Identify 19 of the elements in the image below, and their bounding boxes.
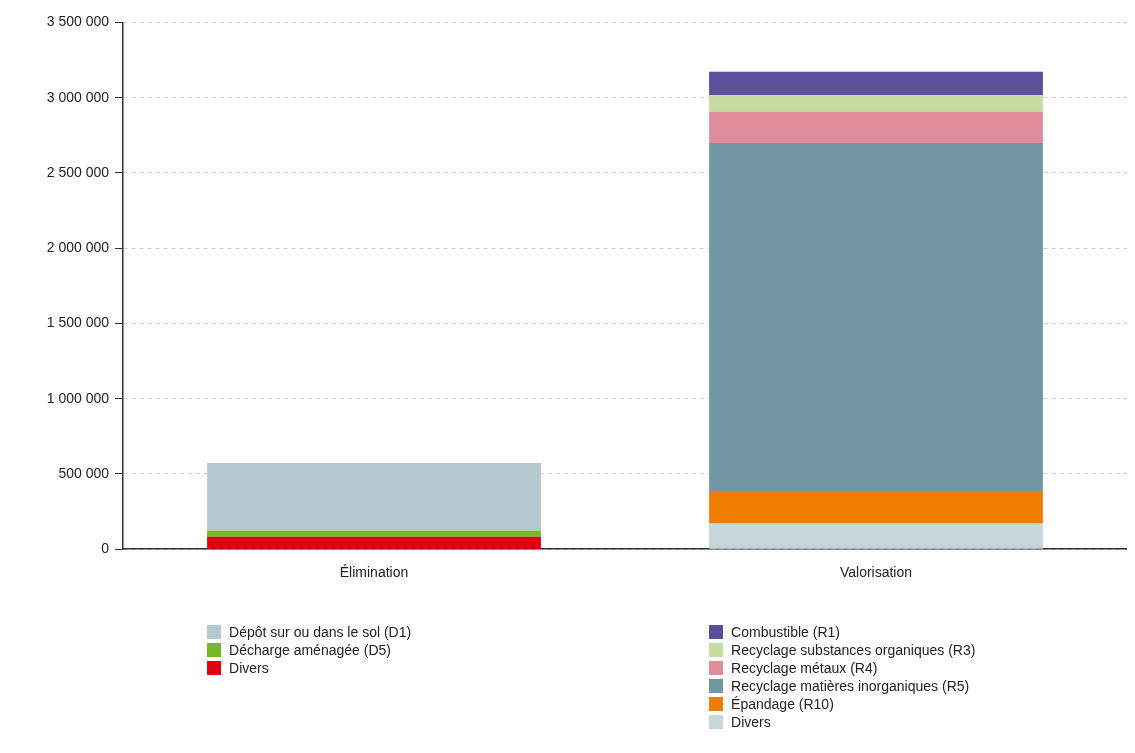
y-tick-label: 3 500 000 <box>46 13 110 30</box>
x-tick-label: Valorisation <box>839 564 913 581</box>
legend-label: Décharge aménagée (D5) <box>229 642 391 658</box>
y-tick-label: 2 500 000 <box>46 163 110 180</box>
legend-label: Dépôt sur ou dans le sol (D1) <box>229 624 412 640</box>
y-tick-label: 1 500 000 <box>46 314 110 331</box>
legend-label: Divers <box>731 714 771 730</box>
legend-label: Combustible (R1) <box>731 624 841 640</box>
y-tick-label: 3 000 000 <box>46 88 110 105</box>
x-tick-label: Élimination <box>339 564 409 581</box>
legend-label: Recyclage matières inorganiques (R5) <box>731 678 970 694</box>
y-tick-label: 2 000 000 <box>46 239 110 256</box>
legend-label: Divers <box>229 660 269 676</box>
legend-label: Épandage (R10) <box>731 696 834 712</box>
y-tick-label: 500 000 <box>58 464 110 481</box>
legend-label: Recyclage substances organiques (R3) <box>731 642 976 658</box>
y-tick-label: 0 <box>101 540 110 557</box>
legend-label: Recyclage métaux (R4) <box>731 660 878 676</box>
y-tick-label: 1 000 000 <box>46 389 110 406</box>
